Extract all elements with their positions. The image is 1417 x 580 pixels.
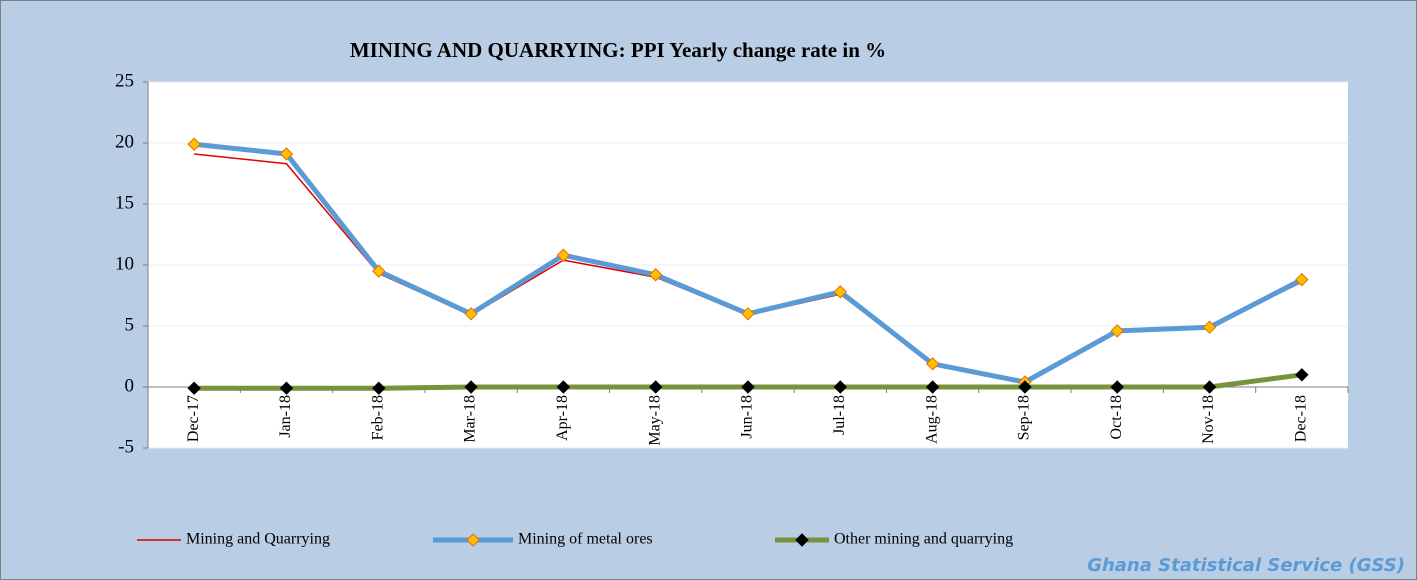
x-tick-label: Sep-18 bbox=[1016, 395, 1033, 440]
y-tick-label: 15 bbox=[115, 192, 134, 213]
legend-label: Mining of metal ores bbox=[518, 531, 653, 548]
point-marker bbox=[556, 248, 571, 262]
legend-label: Mining and Quarrying bbox=[186, 531, 330, 548]
point-marker bbox=[1018, 380, 1032, 394]
point-marker bbox=[279, 147, 294, 161]
x-tick-label: Apr-18 bbox=[554, 395, 571, 441]
x-tick-label: Nov-18 bbox=[1200, 395, 1217, 444]
x-tick-label: Dec-17 bbox=[185, 395, 202, 442]
y-tick-label: 10 bbox=[115, 253, 134, 274]
legend-marker bbox=[466, 533, 480, 547]
y-tick-label: 20 bbox=[115, 131, 134, 152]
point-marker bbox=[833, 285, 848, 299]
y-tick-label: 25 bbox=[115, 70, 134, 91]
y-tick-label: -5 bbox=[118, 436, 134, 457]
legend-label: Other mining and quarrying bbox=[834, 531, 1013, 548]
point-marker bbox=[925, 357, 940, 371]
point-marker bbox=[648, 380, 663, 394]
x-tick-label: Jan-18 bbox=[277, 395, 294, 438]
point-marker bbox=[1110, 380, 1124, 394]
point-marker bbox=[648, 268, 663, 282]
point-marker bbox=[925, 380, 940, 394]
point-marker bbox=[1202, 320, 1217, 334]
x-tick-label: Oct-18 bbox=[1108, 395, 1125, 439]
point-marker bbox=[1295, 272, 1309, 287]
chart-title: MINING AND QUARRYING: PPI Yearly change … bbox=[350, 38, 886, 62]
x-tick-label: Dec-18 bbox=[1293, 395, 1310, 442]
point-marker bbox=[1295, 368, 1309, 382]
point-marker bbox=[833, 380, 848, 394]
x-tick-label: Jun-18 bbox=[739, 395, 756, 439]
point-marker bbox=[741, 307, 755, 321]
point-marker bbox=[1202, 380, 1217, 394]
point-marker bbox=[372, 264, 386, 278]
legend-marker bbox=[795, 533, 809, 547]
source-note: Ghana Statistical Service (GSS) bbox=[1087, 555, 1405, 576]
x-tick-label: Mar-18 bbox=[462, 395, 479, 443]
y-tick-label: 5 bbox=[125, 314, 135, 335]
point-marker bbox=[187, 381, 201, 395]
point-marker bbox=[372, 381, 386, 395]
point-marker bbox=[1110, 324, 1124, 338]
point-marker bbox=[464, 307, 478, 321]
point-marker bbox=[741, 380, 755, 394]
x-tick-label: May-18 bbox=[646, 395, 663, 446]
x-tick-label: Feb-18 bbox=[369, 395, 386, 440]
point-marker bbox=[187, 137, 201, 151]
x-tick-label: Jul-18 bbox=[831, 395, 848, 435]
point-marker bbox=[464, 380, 478, 394]
x-tick-label: Aug-18 bbox=[923, 395, 940, 444]
point-marker bbox=[279, 381, 294, 395]
point-marker bbox=[556, 380, 571, 394]
y-tick-label: 0 bbox=[125, 375, 135, 396]
